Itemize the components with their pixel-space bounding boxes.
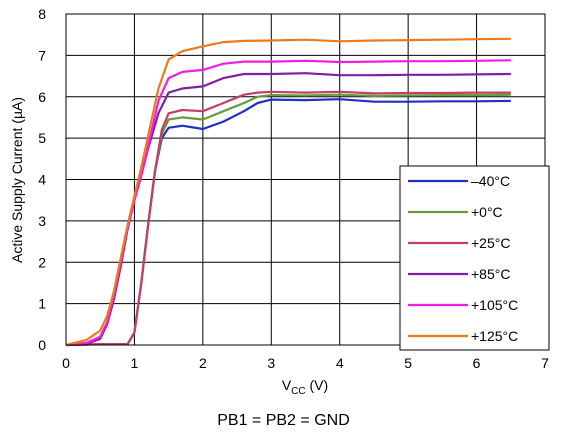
x-tick-label: 1 — [131, 355, 139, 371]
y-tick-label: 7 — [38, 47, 46, 63]
legend-label: +0°C — [471, 204, 503, 220]
legend-label: +85°C — [471, 266, 510, 282]
chart-caption: PB1 = PB2 = GND — [217, 412, 350, 429]
y-tick-label: 6 — [38, 89, 46, 105]
x-tick-label: 6 — [473, 355, 481, 371]
series-line — [65, 37, 511, 347]
legend-label: –40°C — [471, 173, 510, 189]
y-tick-labels: 0 1 2 3 4 5 6 7 8 — [38, 6, 46, 353]
x-tick-label: 7 — [541, 355, 549, 371]
y-tick-label: 5 — [38, 130, 46, 146]
y-tick-label: 2 — [38, 254, 46, 270]
series-lines — [65, 37, 511, 347]
series-line — [65, 90, 511, 347]
x-tick-label: 2 — [199, 355, 207, 371]
y-axis-title: Active Supply Current (µA) — [9, 97, 25, 263]
legend-label: +125°C — [471, 328, 518, 344]
x-tick-labels: 0 1 2 3 4 5 6 7 — [62, 355, 549, 371]
y-tick-label: 8 — [38, 6, 46, 22]
legend-box — [399, 165, 550, 351]
legend-label: +25°C — [471, 235, 510, 251]
legend-label: +105°C — [471, 297, 518, 313]
chart: 0 1 2 3 4 5 6 7 0 1 2 3 4 5 6 7 8 VCC (V) Active Supply… — [9, 6, 550, 397]
x-tick-label: 3 — [267, 355, 275, 371]
x-tick-label: 4 — [336, 355, 344, 371]
x-tick-label: 0 — [62, 355, 70, 371]
series-line — [65, 59, 511, 347]
y-tick-label: 0 — [38, 337, 46, 353]
legend: –40°C +0°C +25°C +85°C +105°C +125°C — [399, 165, 550, 351]
x-tick-label: 5 — [404, 355, 412, 371]
y-tick-label: 1 — [38, 296, 46, 312]
y-tick-label: 4 — [38, 172, 46, 188]
x-axis-title: VCC (V) — [282, 377, 328, 397]
y-tick-label: 3 — [38, 213, 46, 229]
